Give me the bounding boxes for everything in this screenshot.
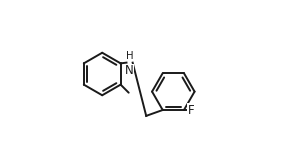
- Text: F: F: [188, 103, 194, 116]
- Text: N: N: [125, 64, 134, 77]
- Text: H: H: [126, 51, 133, 61]
